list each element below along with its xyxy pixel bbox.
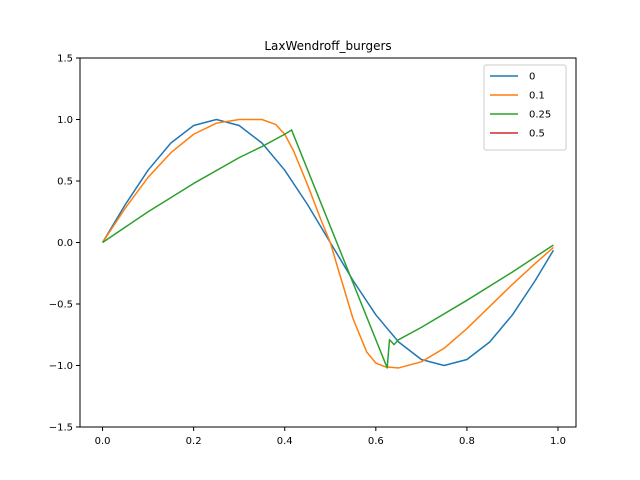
axes-layer: 0.0 0.2 0.4 0.6 0.8 1.0 −1.5 −1.0 −0.5 0.0 0.5 1.0 1… <box>49 54 577 447</box>
y-tick-label: 1.0 <box>57 115 73 126</box>
legend-box <box>483 64 567 151</box>
x-tick-label: 0.2 <box>186 436 202 447</box>
series-line-1 <box>101 118 554 369</box>
series-layer <box>101 118 555 369</box>
y-tick-label: −1.5 <box>49 423 73 434</box>
y-tick-label: 0.5 <box>57 177 73 188</box>
y-tick-label: −1.0 <box>49 361 73 372</box>
chart-title: LaxWendroff_burgers <box>264 39 391 53</box>
legend-label-0: 0 <box>529 72 535 83</box>
x-tick-label: 0.0 <box>95 436 111 447</box>
legend-label-2: 0.25 <box>529 110 551 121</box>
y-tick-label: 0.0 <box>57 238 73 249</box>
y-tick-label: −0.5 <box>49 300 73 311</box>
x-tick-label: 0.8 <box>459 436 475 447</box>
x-tick-label: 1.0 <box>550 436 566 447</box>
legend-label-1: 0.1 <box>529 91 545 102</box>
series-line-2 <box>102 129 554 369</box>
legend-label-3: 0.5 <box>529 129 545 140</box>
x-tick-label: 0.4 <box>277 436 293 447</box>
y-tick-label: 1.5 <box>57 54 73 65</box>
x-tick-label: 0.6 <box>368 436 384 447</box>
legend: 0 0.1 0.25 0.5 <box>483 64 567 151</box>
